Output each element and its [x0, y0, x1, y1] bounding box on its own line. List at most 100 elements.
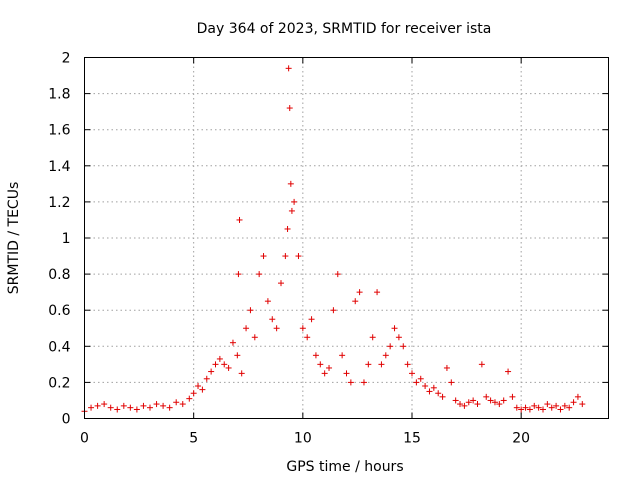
data-point — [369, 334, 376, 341]
data-point — [387, 343, 394, 350]
y-tick-label: 1 — [62, 231, 71, 247]
data-point — [553, 402, 560, 409]
data-point — [448, 379, 455, 386]
data-point — [256, 271, 263, 278]
data-point — [269, 316, 276, 323]
data-point — [487, 397, 494, 404]
data-point — [208, 368, 215, 375]
x-tick-label: 0 — [80, 431, 89, 447]
data-point — [234, 352, 241, 359]
data-point — [334, 271, 341, 278]
data-point — [282, 253, 289, 260]
y-tick-label: 0.2 — [48, 375, 70, 391]
data-point — [522, 404, 529, 411]
data-point — [186, 395, 193, 402]
data-point — [166, 404, 173, 411]
data-point — [465, 399, 472, 406]
data-point — [430, 384, 437, 391]
data-point — [133, 406, 140, 413]
data-point — [251, 334, 258, 341]
data-point — [435, 390, 442, 397]
data-point — [500, 397, 507, 404]
data-point — [478, 361, 485, 368]
data-point — [216, 355, 223, 362]
data-point — [212, 361, 219, 368]
data-point — [491, 399, 498, 406]
data-point — [308, 316, 315, 323]
data-point — [225, 364, 232, 371]
data-point — [579, 401, 586, 408]
x-tick-label: 5 — [189, 431, 198, 447]
data-point — [548, 404, 555, 411]
data-point — [287, 180, 294, 187]
data-points — [81, 65, 586, 415]
data-point — [330, 307, 337, 314]
data-point — [365, 361, 372, 368]
data-point — [221, 361, 228, 368]
data-point — [127, 404, 134, 411]
data-point — [238, 370, 245, 377]
data-point — [395, 334, 402, 341]
y-tick-label: 1.8 — [48, 87, 70, 103]
data-point — [461, 402, 468, 409]
data-point — [374, 289, 381, 296]
data-point — [544, 401, 551, 408]
data-point — [526, 406, 533, 413]
data-point — [203, 375, 210, 382]
y-tick-label: 1.6 — [48, 123, 70, 139]
data-point — [352, 298, 359, 305]
data-point — [88, 404, 95, 411]
data-point — [452, 397, 459, 404]
x-axis-title: GPS time / hours — [286, 459, 403, 475]
y-tick-label: 0.8 — [48, 267, 70, 283]
data-point — [509, 393, 516, 400]
data-point — [531, 402, 538, 409]
data-point — [299, 325, 306, 332]
data-point — [229, 339, 236, 346]
data-point — [417, 375, 424, 382]
grid-lines — [84, 57, 609, 419]
data-point — [439, 393, 446, 400]
data-point — [173, 399, 180, 406]
data-point — [457, 401, 464, 408]
data-point — [107, 404, 114, 411]
data-point — [304, 334, 311, 341]
data-point — [291, 198, 298, 205]
data-point — [443, 364, 450, 371]
data-point — [199, 386, 206, 393]
data-point — [483, 393, 490, 400]
data-point — [260, 253, 267, 260]
data-point — [378, 361, 385, 368]
y-tick-label: 0.4 — [48, 339, 70, 355]
data-point — [321, 370, 328, 377]
data-point — [285, 65, 292, 72]
data-point — [518, 406, 525, 413]
data-point — [470, 397, 477, 404]
y-axis-title: SRMTID / TECUs — [6, 182, 22, 295]
data-point — [540, 406, 546, 413]
data-point — [574, 393, 581, 400]
data-point — [101, 401, 108, 408]
x-tick-labels: 0 5 10 15 20 — [80, 431, 530, 447]
y-tick-labels: 0 0.2 0.4 0.6 0.8 1 1.2 1.4 1.6 1.8 2 — [48, 51, 70, 428]
data-point — [295, 253, 302, 260]
data-point — [404, 361, 411, 368]
data-point — [422, 383, 429, 390]
data-point — [409, 370, 415, 377]
data-point — [317, 361, 324, 368]
data-point — [343, 370, 350, 377]
data-point — [160, 402, 167, 409]
data-point — [356, 289, 363, 296]
data-point — [496, 401, 503, 408]
data-point — [288, 207, 295, 214]
data-point — [273, 325, 280, 332]
data-point — [94, 402, 101, 409]
x-tick-label: 20 — [512, 431, 530, 447]
data-point — [195, 383, 202, 390]
data-point — [400, 343, 407, 350]
data-point — [140, 402, 147, 409]
y-tick-label: 0.6 — [48, 303, 70, 319]
data-point — [426, 388, 433, 395]
chart-title: Day 364 of 2023, SRMTID for receiver ist… — [197, 21, 492, 37]
